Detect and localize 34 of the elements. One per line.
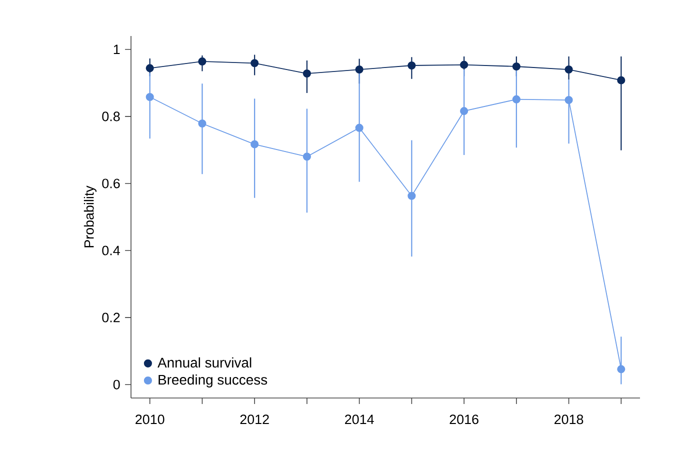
point [564,96,573,104]
point [617,76,626,84]
y-tick-label: 1 [114,44,120,54]
point [198,119,206,128]
point [564,65,573,74]
y-tick-label: 0.4 [102,246,120,256]
point [512,95,520,104]
legend-label: Annual survival [158,357,252,368]
y-tick-label: 0.2 [102,312,120,322]
point [302,152,311,161]
point [460,60,468,69]
y-tick-label: 0 [113,380,120,390]
y-axis-title: Probability [84,186,96,248]
point [146,64,154,72]
point [250,140,259,148]
x-tick-label: 2016 [450,414,478,424]
y-tick-label: 0.8 [102,112,120,122]
x-tick-label: 2014 [345,414,374,424]
x-tick-label: 2018 [554,414,584,424]
point [512,62,520,71]
point [460,107,468,116]
point [198,57,206,66]
point [617,365,626,374]
y-tick-label: 0.6 [102,178,120,188]
point [355,124,364,132]
legend-label: Breeding success [158,374,268,388]
point [408,61,416,70]
point [146,92,154,102]
x-tick-label: 2012 [240,414,269,424]
point [408,192,416,200]
point [250,59,259,68]
point [355,65,364,74]
point [302,70,311,78]
x-tick-label: 2010 [136,414,164,424]
